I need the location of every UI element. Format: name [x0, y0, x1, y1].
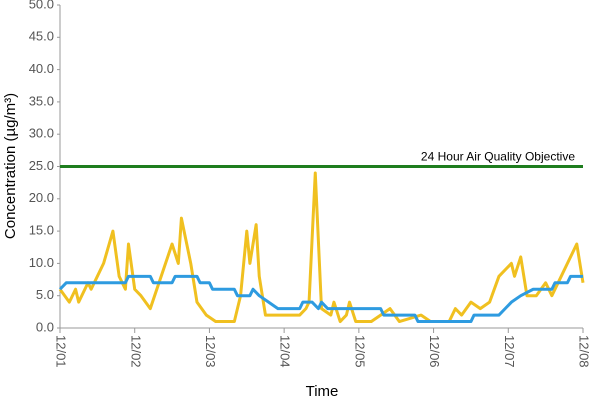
y-tick-label: 45.0 — [29, 29, 54, 44]
x-tick-label: 12/06 — [427, 335, 442, 368]
series-line — [58, 274, 583, 324]
y-tick-label: 5.0 — [36, 287, 54, 302]
x-tick-label: 12/07 — [502, 335, 517, 368]
y-tick-label: 20.0 — [29, 190, 54, 205]
y-tick-label: 50.0 — [29, 0, 54, 11]
y-tick-label: 30.0 — [29, 126, 54, 141]
y-tick-label: 35.0 — [29, 93, 54, 108]
y-tick-label: 10.0 — [29, 255, 54, 270]
series-line — [58, 171, 585, 324]
x-tick-label: 12/08 — [577, 335, 592, 368]
x-tick-label: 12/02 — [128, 335, 143, 368]
y-tick-label: 25.0 — [29, 158, 54, 173]
y-axis-title: Concentration (µg/m³) — [2, 93, 19, 239]
x-tick-label: 12/01 — [54, 335, 69, 368]
y-tick-label: 40.0 — [29, 61, 54, 76]
y-tick-label: 0.0 — [36, 319, 54, 334]
annotation: 24 Hour Air Quality Objective — [421, 150, 575, 164]
y-tick-label: 15.0 — [29, 223, 54, 238]
x-tick-label: 12/04 — [278, 335, 293, 368]
x-tick-label: 12/03 — [203, 335, 218, 368]
x-axis-title: Time — [306, 383, 339, 400]
x-tick-label: 12/05 — [352, 335, 367, 368]
